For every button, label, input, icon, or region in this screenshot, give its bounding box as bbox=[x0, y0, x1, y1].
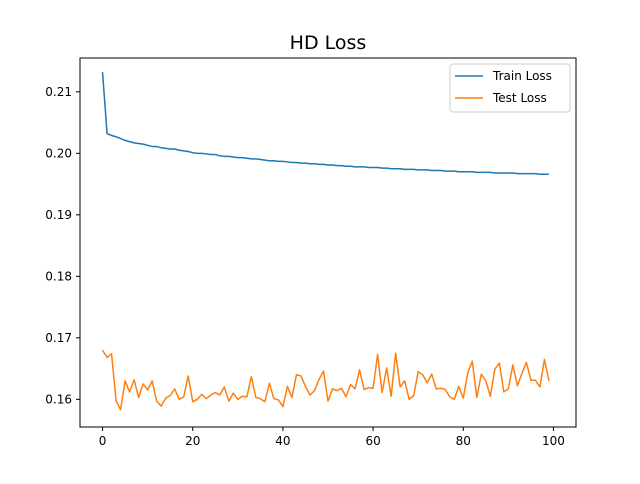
y-tick-label: 0.18 bbox=[45, 269, 72, 283]
y-tick-label: 0.16 bbox=[45, 392, 72, 406]
y-tick-label: 0.20 bbox=[45, 146, 72, 160]
plot-area: 0 20 40 60 80 100 0.16 0.17 0.18 0.19 0.20 0.21 bbox=[45, 57, 577, 448]
chart-title: HD Loss bbox=[290, 32, 367, 54]
legend-label-train-loss: Train Loss bbox=[492, 69, 552, 83]
x-tick-label: 20 bbox=[185, 434, 200, 448]
legend-label-test-loss: Test Loss bbox=[492, 91, 547, 105]
test-loss-line bbox=[101, 349, 550, 411]
x-tick-label: 100 bbox=[542, 434, 565, 448]
train-loss-line bbox=[101, 72, 549, 175]
axes-frame bbox=[79, 57, 577, 428]
y-tick-label: 0.21 bbox=[45, 85, 72, 99]
y-tick-label: 0.17 bbox=[45, 331, 72, 345]
y-tick-label: 0.19 bbox=[45, 208, 72, 222]
x-tick-label: 0 bbox=[99, 434, 107, 448]
x-tick-label: 40 bbox=[275, 434, 290, 448]
x-tick-label: 60 bbox=[365, 434, 380, 448]
legend: Train Loss Test Loss bbox=[449, 63, 571, 113]
x-tick-label: 80 bbox=[456, 434, 471, 448]
